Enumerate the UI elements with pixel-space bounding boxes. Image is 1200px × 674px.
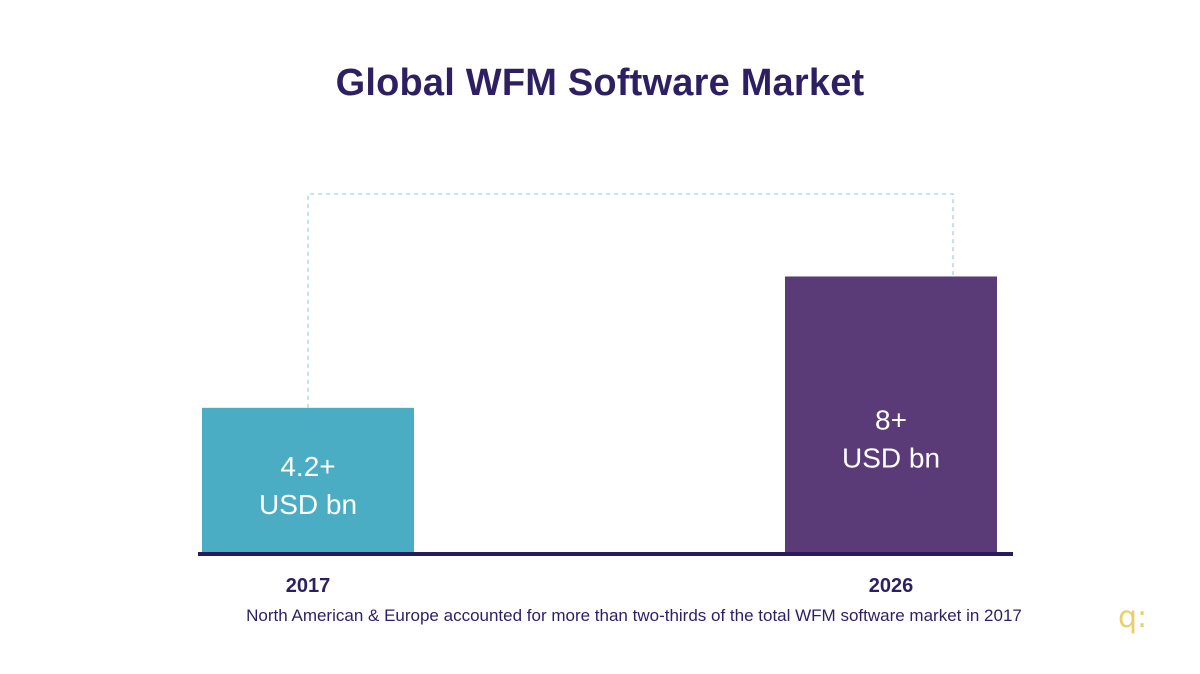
bar-2017 (202, 407, 414, 553)
growth-connector-line (307, 193, 954, 408)
chart-annotation: North American & Europe accounted for mo… (246, 606, 1022, 625)
data-label-2017-unit: USD bn (259, 489, 357, 520)
data-label-2026-unit: USD bn (842, 442, 940, 473)
x-tick-label-2017: 2017 (286, 575, 331, 597)
brand-logo: q: (1118, 600, 1148, 635)
data-label-2026-value: 8+ (875, 404, 907, 435)
chart-title: Global WFM Software Market (335, 62, 865, 104)
x-tick-label-2026: 2026 (869, 575, 914, 597)
bar-2026 (785, 276, 997, 553)
data-label-2017-value: 4.2+ (280, 451, 335, 482)
